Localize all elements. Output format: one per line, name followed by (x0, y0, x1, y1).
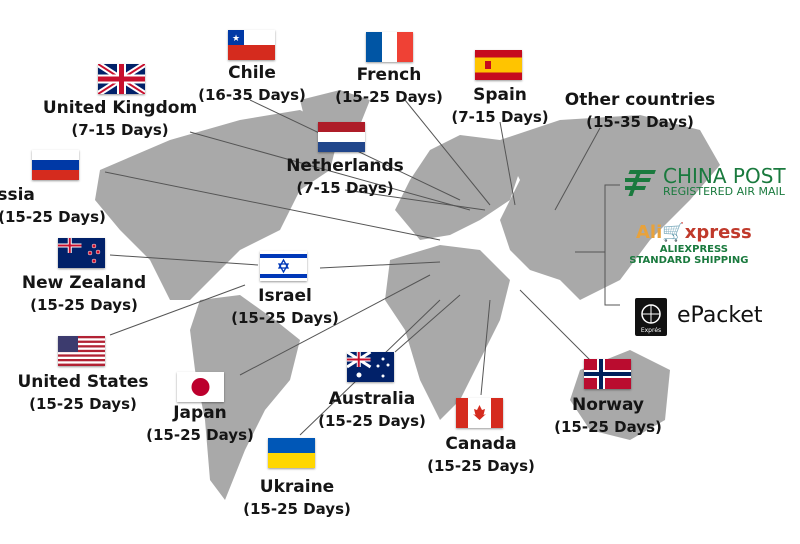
japan-flag (177, 372, 224, 402)
svg-text:Exprés: Exprés (641, 327, 661, 334)
europe (395, 135, 520, 240)
svg-text:★: ★ (232, 34, 240, 44)
uk-flag (98, 64, 145, 94)
africa (385, 245, 510, 420)
label-spain: Spain (7-15 Days) (451, 85, 549, 126)
france-flag (366, 32, 413, 62)
label-ukraine: Ukraine (15-25 Days) (243, 477, 351, 518)
label-russia: Russia(15-25 Days) (0, 185, 106, 226)
label-netherlands: Netherlands (7-15 Days) (286, 156, 404, 197)
aliexpress-logo: Ali🛒xpress ALIEXPRESS STANDARD SHIPPING (629, 222, 752, 266)
norway-flag (584, 359, 631, 389)
cart-icon: 🛒 (662, 222, 685, 243)
spain-flag (475, 50, 522, 80)
continents (95, 90, 720, 500)
label-united-states: United States (15-25 Days) (17, 372, 149, 413)
china-post-logo: CHINA POST REGISTERED AIR MAIL (625, 166, 786, 197)
pointer-lines (104, 99, 620, 436)
australia-flag (347, 352, 394, 382)
label-israel: Israel (15-25 Days) (231, 286, 339, 327)
label-australia: Australia (15-25 Days) (318, 389, 426, 430)
epacket-globe-icon: Exprés (635, 298, 667, 336)
epacket-logo: Exprés ePacket (635, 294, 763, 336)
russia-flag (32, 150, 79, 180)
netherlands-flag (318, 122, 365, 152)
israel-flag (260, 251, 307, 281)
new-zealand-flag (58, 238, 105, 268)
label-chile: Chile (16-35 Days) (198, 63, 306, 104)
asia (500, 115, 720, 300)
south-america (190, 295, 300, 500)
label-other-countries: Other countries (15-35 Days) (564, 90, 716, 131)
label-french: French (15-25 Days) (335, 65, 443, 106)
chile-flag: ★ (228, 30, 275, 60)
label-japan: Japan (15-25 Days) (146, 403, 254, 444)
canada-flag (456, 398, 503, 428)
label-norway: Norway (15-25 Days) (554, 395, 662, 436)
usa-flag (58, 336, 105, 366)
label-canada: Canada (15-25 Days) (427, 434, 535, 475)
label-new-zealand: New Zealand (15-25 Days) (21, 273, 147, 314)
north-america (95, 110, 340, 300)
ukraine-flag (268, 438, 315, 468)
china-post-icon (625, 169, 656, 196)
label-united-kingdom: United Kingdom (7-15 Days) (42, 98, 198, 139)
